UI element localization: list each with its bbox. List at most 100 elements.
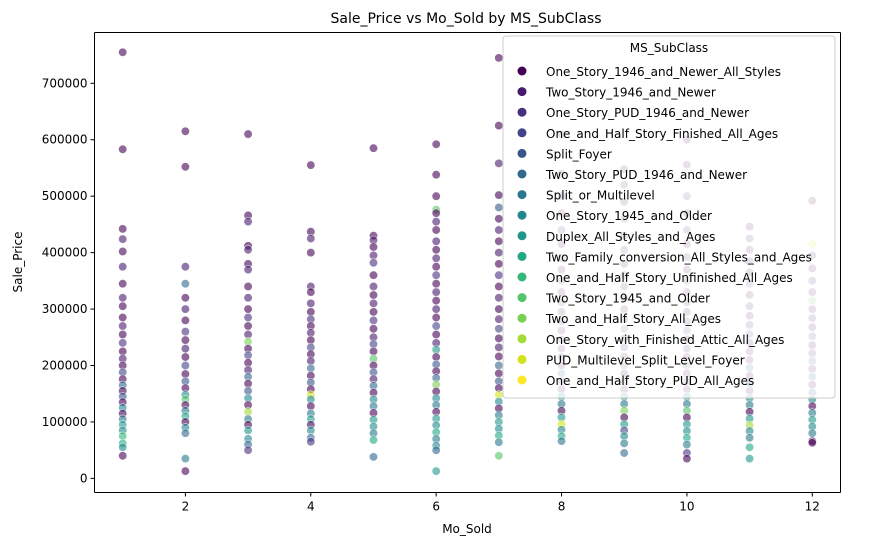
legend-label: One_Story_1946_and_Newer_All_Styles: [546, 65, 781, 79]
y-tick-label: 500000: [42, 189, 88, 203]
data-point: [243, 217, 253, 227]
data-point: [431, 170, 441, 180]
data-point: [118, 451, 128, 461]
legend-label: One_Story_with_Finished_Attic_All_Ages: [546, 333, 784, 347]
data-point: [118, 301, 128, 311]
legend-marker: [517, 272, 527, 282]
data-point: [431, 253, 441, 263]
data-point: [494, 351, 504, 361]
data-point: [431, 217, 441, 227]
data-point: [745, 442, 755, 452]
legend-label: One_Story_1945_and_Older: [546, 209, 712, 223]
data-point: [745, 454, 755, 464]
data-point: [306, 437, 316, 447]
data-point: [243, 321, 253, 331]
x-tick-label: 4: [307, 500, 315, 514]
data-point: [494, 360, 504, 370]
data-point: [619, 438, 629, 448]
legend-label: Duplex_All_Styles_and_Ages: [546, 230, 715, 244]
y-tick-label: 600000: [42, 133, 88, 147]
data-point: [431, 304, 441, 314]
data-point: [494, 203, 504, 213]
data-point: [118, 293, 128, 303]
data-point: [368, 270, 378, 280]
data-point: [306, 248, 316, 258]
legend-marker: [517, 107, 527, 117]
data-point: [180, 262, 190, 272]
data-point: [368, 324, 378, 334]
legend-marker: [517, 128, 527, 138]
data-point: [118, 442, 128, 452]
data-point: [494, 158, 504, 168]
data-point: [180, 162, 190, 172]
data-point: [180, 279, 190, 289]
data-point: [431, 466, 441, 476]
legend-marker: [517, 251, 527, 261]
legend-marker: [517, 87, 527, 97]
data-point: [368, 452, 378, 462]
y-tick-label: 100000: [42, 415, 88, 429]
data-point: [180, 428, 190, 438]
x-tick-label: 6: [432, 500, 440, 514]
data-point: [494, 333, 504, 343]
legend-label: Two_Story_1946_and_Newer: [545, 86, 716, 100]
legend-entries: One_Story_1946_and_Newer_All_Styles Two_S…: [517, 65, 812, 388]
data-point: [431, 262, 441, 272]
data-point: [118, 47, 128, 57]
data-point: [243, 304, 253, 314]
y-axis-label: Sale_Price: [11, 232, 25, 293]
data-point: [494, 281, 504, 291]
data-point: [494, 437, 504, 447]
legend-marker: [517, 293, 527, 303]
data-point: [306, 160, 316, 170]
data-point: [118, 224, 128, 234]
data-point: [180, 344, 190, 354]
y-tick-label: 400000: [42, 246, 88, 260]
legend-label: One_Story_PUD_1946_and_Newer: [546, 106, 749, 120]
data-point: [431, 270, 441, 280]
data-point: [431, 321, 441, 331]
data-point: [118, 144, 128, 154]
data-point: [180, 454, 190, 464]
data-point: [243, 265, 253, 275]
y-tick-label: 700000: [42, 76, 88, 90]
legend-label: One_and_Half_Story_Unfinished_All_Ages: [546, 271, 793, 285]
data-point: [180, 352, 190, 362]
legend-label: Two_Story_1945_and_Older: [545, 292, 710, 306]
data-point: [494, 270, 504, 280]
data-point: [118, 279, 128, 289]
data-point: [118, 312, 128, 322]
legend-marker: [517, 354, 527, 364]
data-point: [431, 225, 441, 235]
data-point: [745, 433, 755, 443]
data-point: [118, 329, 128, 339]
data-point: [243, 281, 253, 291]
data-point: [368, 307, 378, 317]
data-point: [118, 262, 128, 272]
data-point: [368, 290, 378, 300]
x-ticks: 2 4 6 8 10 12: [182, 492, 820, 514]
data-point: [431, 139, 441, 149]
data-point: [368, 298, 378, 308]
data-point: [368, 143, 378, 153]
y-tick-label: 200000: [42, 359, 88, 373]
data-point: [431, 445, 441, 455]
data-point: [494, 368, 504, 378]
data-point: [619, 448, 629, 458]
data-point: [118, 247, 128, 257]
data-point: [807, 428, 817, 438]
data-point: [494, 342, 504, 352]
x-tick-label: 10: [679, 500, 694, 514]
data-point: [180, 304, 190, 314]
legend-marker: [517, 66, 527, 76]
legend-marker: [517, 313, 527, 323]
legend-marker: [517, 334, 527, 344]
x-axis-label: Mo_Sold: [442, 522, 492, 536]
data-point: [243, 445, 253, 455]
chart-title: Sale_Price vs Mo_Sold by MS_SubClass: [331, 11, 602, 27]
legend-label: Two_Family_conversion_All_Styles_and_Age…: [545, 250, 812, 264]
data-point: [368, 315, 378, 325]
data-point: [180, 327, 190, 337]
data-point: [494, 236, 504, 246]
data-point: [180, 466, 190, 476]
